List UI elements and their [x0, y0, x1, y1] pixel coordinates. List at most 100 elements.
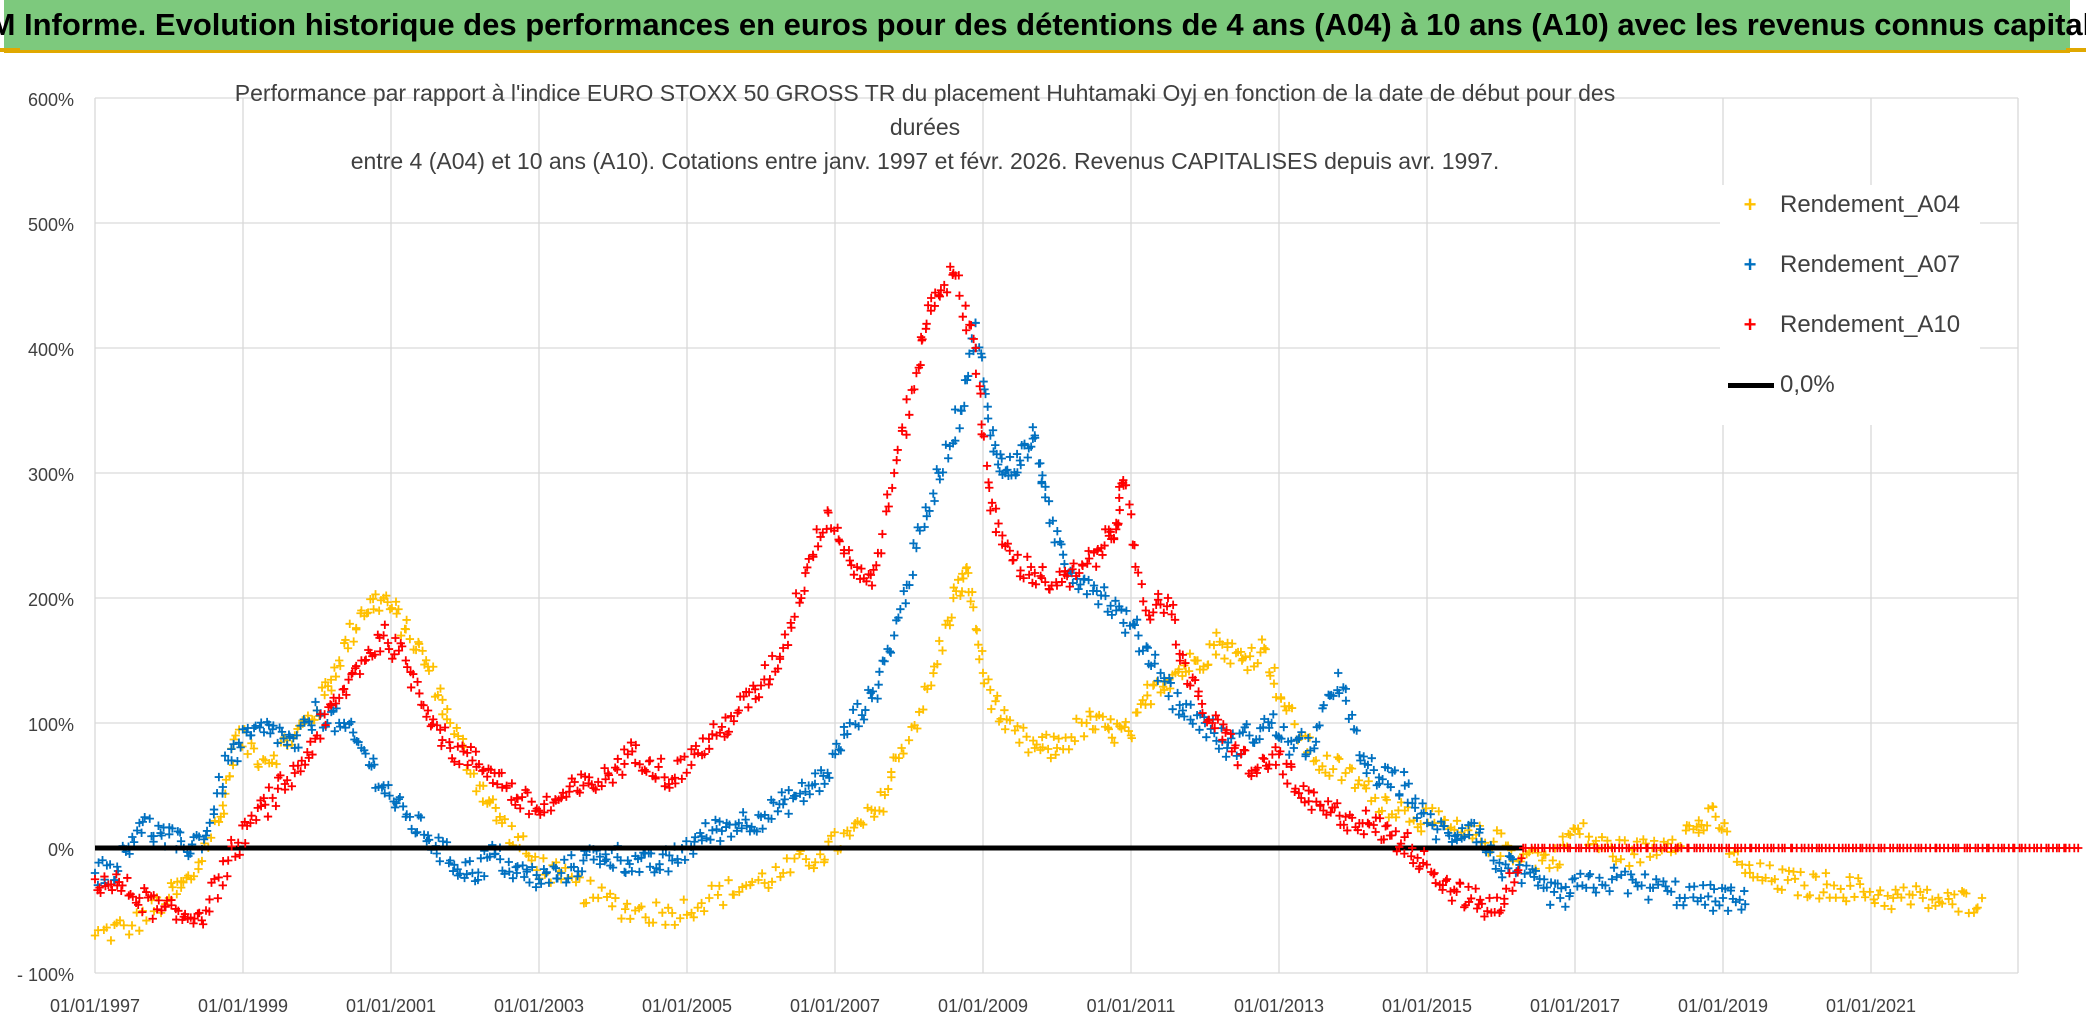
data-point: [261, 800, 269, 808]
data-point: [954, 576, 962, 584]
data-point: [1019, 724, 1027, 732]
data-point: [944, 454, 952, 462]
data-point: [438, 696, 446, 704]
data-point: [608, 902, 616, 910]
data-point: [1823, 880, 1831, 888]
data-point: [1270, 680, 1278, 688]
data-point: [1191, 657, 1199, 665]
data-point: [1044, 745, 1052, 753]
data-point: [130, 838, 138, 846]
data-point: [620, 760, 628, 768]
data-point: [621, 869, 629, 877]
data-point: [1304, 797, 1312, 805]
data-point: [1053, 527, 1061, 535]
data-point: [984, 675, 992, 683]
data-point: [540, 800, 548, 808]
data-point: [1815, 894, 1823, 902]
data-point: [566, 782, 574, 790]
data-point: [1059, 551, 1067, 559]
data-point: [835, 537, 843, 545]
data-point: [1912, 882, 1920, 890]
data-point: [1711, 813, 1719, 821]
data-point: [243, 750, 251, 758]
data-point: [628, 867, 636, 875]
y-tick-label: 200%: [28, 590, 74, 610]
data-point: [1085, 554, 1093, 562]
data-point: [801, 569, 809, 577]
data-point: [1846, 873, 1854, 881]
data-point: [1832, 893, 1840, 901]
data-point: [1283, 779, 1291, 787]
data-point: [1175, 710, 1183, 718]
data-point: [1699, 881, 1707, 889]
data-point: [1078, 719, 1086, 727]
data-point: [664, 867, 672, 875]
data-point: [1550, 888, 1558, 896]
y-tick-label: 500%: [28, 215, 74, 235]
data-point: [614, 755, 622, 763]
data-point: [1355, 776, 1363, 784]
data-point: [425, 667, 433, 675]
data-point: [772, 863, 780, 871]
data-point: [1922, 844, 1930, 852]
legend-item-a10: + Rendement_A10: [1720, 305, 1960, 345]
data-point: [1822, 869, 1830, 877]
data-point: [1907, 900, 1915, 908]
data-point: [609, 778, 617, 786]
data-point: [820, 780, 828, 788]
data-point: [986, 686, 994, 694]
data-point: [1324, 797, 1332, 805]
data-point: [1009, 556, 1017, 564]
data-point: [1277, 694, 1285, 702]
data-point: [721, 713, 729, 721]
data-point: [896, 605, 904, 613]
data-point: [705, 745, 713, 753]
data-point: [527, 797, 535, 805]
data-point: [850, 570, 858, 578]
data-point: [1891, 886, 1899, 894]
data-point: [1701, 901, 1709, 909]
data-point: [142, 916, 150, 924]
y-tick-label: 400%: [28, 340, 74, 360]
data-point: [1310, 788, 1318, 796]
data-point: [1405, 818, 1413, 826]
data-point: [1036, 459, 1044, 467]
data-point: [1585, 832, 1593, 840]
data-point: [525, 878, 533, 886]
data-point: [1784, 876, 1792, 884]
data-point: [783, 854, 791, 862]
data-point: [875, 668, 883, 676]
data-point: [977, 420, 985, 428]
data-point: [668, 909, 676, 917]
data-point: [1646, 853, 1654, 861]
data-point: [335, 656, 343, 664]
data-point: [429, 663, 437, 671]
data-point: [311, 698, 319, 706]
data-point: [897, 744, 905, 752]
data-point: [664, 904, 672, 912]
data-point: [1473, 904, 1481, 912]
data-point: [542, 793, 550, 801]
data-point: [987, 705, 995, 713]
data-point: [892, 456, 900, 464]
data-point: [1510, 878, 1518, 886]
data-point: [443, 705, 451, 713]
data-point: [986, 506, 994, 514]
data-point: [909, 571, 917, 579]
data-point: [1471, 884, 1479, 892]
data-point: [1106, 715, 1114, 723]
data-point: [1133, 708, 1141, 716]
data-point: [272, 802, 280, 810]
data-point: [768, 652, 776, 660]
data-point: [272, 760, 280, 768]
data-point: [125, 930, 133, 938]
data-point: [1819, 888, 1827, 896]
data-point: [765, 680, 773, 688]
data-point: [438, 710, 446, 718]
data-point: [1368, 754, 1376, 762]
data-point: [1024, 748, 1032, 756]
data-point: [705, 894, 713, 902]
data-point: [547, 806, 555, 814]
data-point: [413, 678, 421, 686]
data-point: [330, 663, 338, 671]
